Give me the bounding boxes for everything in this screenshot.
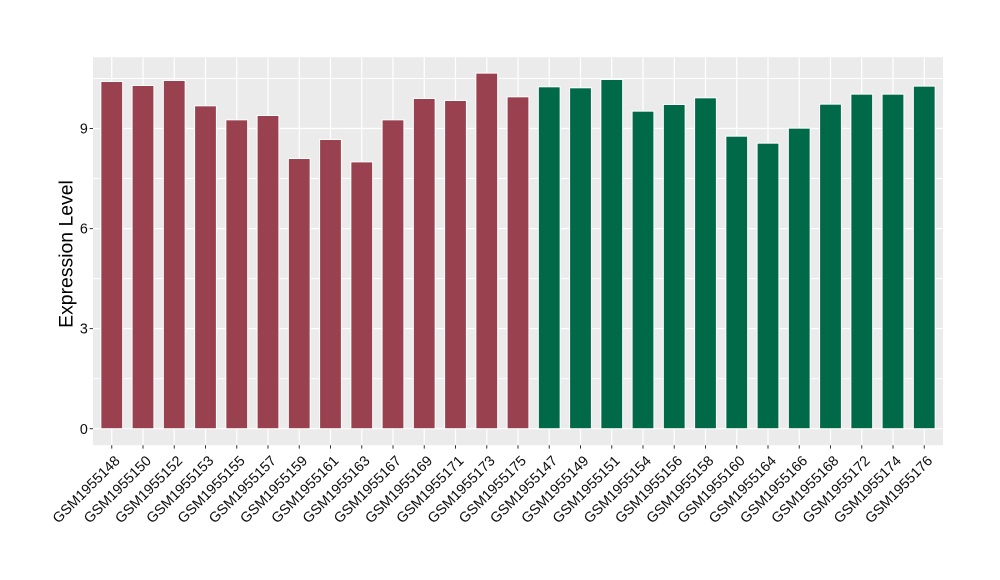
svg-text:6: 6 [80,222,88,238]
svg-text:Expression Level: Expression Level [56,180,78,328]
svg-text:9: 9 [80,122,88,138]
svg-text:0: 0 [80,422,88,438]
svg-text:3: 3 [80,322,88,338]
